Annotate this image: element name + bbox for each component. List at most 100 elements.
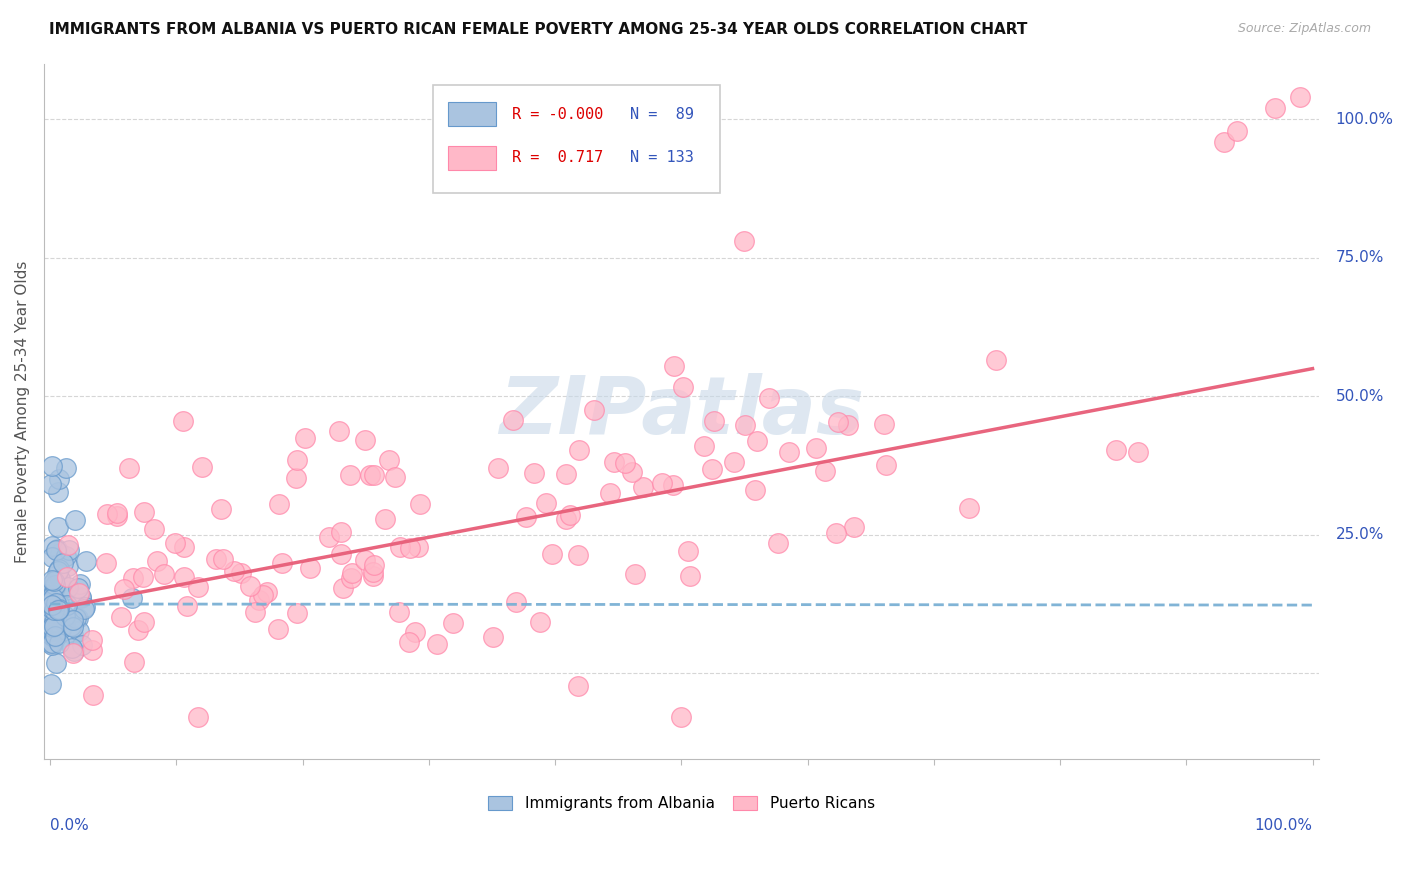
Point (187, 709, 209, 723)
Point (42, 622, 65, 636)
Point (53, 609, 76, 624)
Point (69, 591, 91, 606)
Point (39, 628, 62, 642)
Point (39, 677, 62, 691)
Point (56, 538, 79, 552)
Point (502, 413, 524, 427)
Text: 100.0%: 100.0% (1254, 818, 1313, 833)
Point (41, 550, 63, 565)
Point (339, 467, 361, 482)
Point (671, 710, 693, 724)
Point (44, 593, 66, 607)
Point (41, 573, 63, 587)
Point (353, 434, 375, 448)
Point (505, 594, 527, 608)
Point (41, 577, 63, 591)
Point (45, 596, 67, 610)
Point (53, 616, 76, 631)
Point (39, 596, 62, 610)
Point (67, 581, 90, 595)
Point (62, 627, 84, 641)
Point (582, 403, 605, 417)
Point (56, 580, 79, 594)
Text: 25.0%: 25.0% (1336, 527, 1384, 542)
Point (56, 569, 79, 583)
Point (1213, 135, 1236, 149)
Point (42, 580, 65, 594)
Point (48, 636, 70, 650)
Point (541, 547, 564, 561)
Point (599, 485, 621, 500)
Bar (449, 145, 496, 170)
Text: 50.0%: 50.0% (1336, 389, 1384, 404)
Point (1105, 442, 1128, 457)
Point (52, 557, 75, 571)
Point (41, 589, 63, 603)
Point (378, 453, 401, 467)
Point (243, 605, 266, 619)
Point (75, 554, 97, 568)
Point (41, 620, 63, 634)
Point (46, 603, 69, 617)
Point (80, 632, 103, 647)
Point (875, 458, 897, 473)
Point (1289, 90, 1312, 104)
Point (190, 460, 212, 475)
Point (153, 566, 176, 581)
Point (48, 597, 70, 611)
Point (44, 578, 66, 592)
Point (65, 611, 87, 625)
Point (298, 561, 321, 575)
Point (330, 525, 353, 540)
Point (239, 579, 262, 593)
Point (482, 630, 505, 644)
Point (229, 566, 252, 581)
Point (693, 439, 716, 453)
Point (523, 467, 546, 481)
Point (58, 543, 80, 558)
Point (555, 467, 578, 481)
Point (39, 636, 62, 650)
Point (75, 600, 97, 615)
Point (94, 556, 117, 570)
Point (285, 453, 308, 467)
Point (222, 565, 245, 579)
Point (744, 483, 766, 497)
Point (55, 549, 77, 563)
Point (984, 352, 1007, 367)
Point (515, 509, 537, 524)
Text: R = -0.000: R = -0.000 (512, 107, 603, 121)
Point (399, 541, 422, 555)
Point (59, 619, 82, 633)
Point (388, 541, 411, 555)
Point (529, 615, 551, 629)
Point (132, 615, 155, 629)
Point (122, 571, 145, 585)
Point (56, 599, 79, 613)
Point (702, 461, 724, 475)
Point (270, 556, 292, 570)
Point (404, 625, 426, 640)
Point (44, 629, 66, 643)
Point (80, 643, 103, 657)
Point (42, 580, 65, 594)
Point (142, 523, 165, 537)
Point (1226, 123, 1249, 137)
Text: ZIPatlas: ZIPatlas (499, 373, 863, 450)
Point (844, 520, 866, 534)
Point (45, 656, 67, 670)
Point (560, 508, 582, 522)
Point (1264, 101, 1286, 115)
Point (621, 465, 644, 479)
Point (70, 638, 93, 652)
Point (662, 359, 685, 373)
Point (67, 624, 90, 638)
Point (41, 636, 63, 650)
Point (676, 543, 699, 558)
Point (42, 624, 65, 639)
Point (723, 454, 745, 468)
Text: 0.0%: 0.0% (51, 818, 89, 833)
Point (734, 234, 756, 248)
Point (624, 567, 647, 582)
Point (44, 580, 66, 594)
